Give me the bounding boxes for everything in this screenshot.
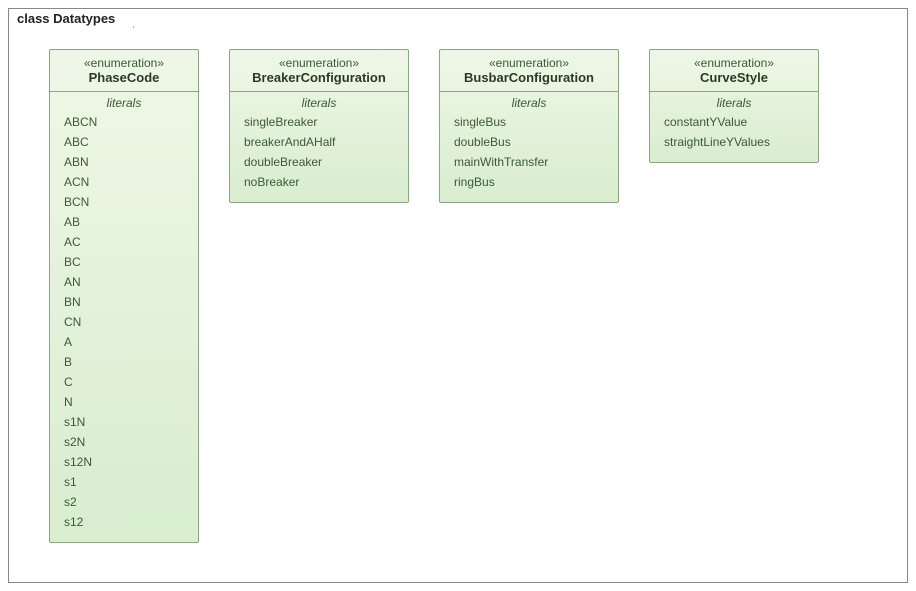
literal-item: s12 [64, 512, 184, 532]
diagram-frame: class Datatypes «enumeration» PhaseCode … [8, 8, 908, 583]
literals-list: constantYValuestraightLineYValues [650, 112, 818, 162]
literal-item: AB [64, 212, 184, 232]
enum-curvestyle: «enumeration» CurveStyle literals consta… [649, 49, 819, 163]
enum-busbarconfiguration: «enumeration» BusbarConfiguration litera… [439, 49, 619, 203]
enum-name: BusbarConfiguration [452, 70, 606, 85]
frame-title: class Datatypes [8, 8, 134, 28]
literal-item: straightLineYValues [664, 132, 804, 152]
literals-list: singleBreakerbreakerAndAHalfdoubleBreake… [230, 112, 408, 202]
literals-heading: literals [440, 92, 618, 112]
literal-item: BC [64, 252, 184, 272]
literal-item: s1 [64, 472, 184, 492]
literal-item: constantYValue [664, 112, 804, 132]
stereotype-label: «enumeration» [662, 56, 806, 70]
literals-list: singleBusdoubleBusmainWithTransferringBu… [440, 112, 618, 202]
literal-item: breakerAndAHalf [244, 132, 394, 152]
diagram-content: «enumeration» PhaseCode literals ABCNABC… [49, 49, 887, 543]
literals-heading: literals [50, 92, 198, 112]
literal-item: s2 [64, 492, 184, 512]
literal-item: ABC [64, 132, 184, 152]
stereotype-label: «enumeration» [62, 56, 186, 70]
enum-header: «enumeration» BreakerConfiguration [230, 50, 408, 92]
literal-item: singleBreaker [244, 112, 394, 132]
literals-heading: literals [230, 92, 408, 112]
literal-item: A [64, 332, 184, 352]
literal-item: s12N [64, 452, 184, 472]
literal-item: N [64, 392, 184, 412]
literal-item: s1N [64, 412, 184, 432]
enum-header: «enumeration» CurveStyle [650, 50, 818, 92]
literal-item: doubleBus [454, 132, 604, 152]
enum-name: PhaseCode [62, 70, 186, 85]
enum-phasecode: «enumeration» PhaseCode literals ABCNABC… [49, 49, 199, 543]
stereotype-label: «enumeration» [452, 56, 606, 70]
literal-item: BN [64, 292, 184, 312]
enum-name: CurveStyle [662, 70, 806, 85]
literals-heading: literals [650, 92, 818, 112]
literal-item: ABCN [64, 112, 184, 132]
literals-list: ABCNABCABNACNBCNABACBCANBNCNABCNs1Ns2Ns1… [50, 112, 198, 542]
literal-item: C [64, 372, 184, 392]
literal-item: CN [64, 312, 184, 332]
literal-item: singleBus [454, 112, 604, 132]
stereotype-label: «enumeration» [242, 56, 396, 70]
enum-header: «enumeration» BusbarConfiguration [440, 50, 618, 92]
literal-item: doubleBreaker [244, 152, 394, 172]
literal-item: AN [64, 272, 184, 292]
literal-item: B [64, 352, 184, 372]
literal-item: AC [64, 232, 184, 252]
literal-item: ringBus [454, 172, 604, 192]
literal-item: BCN [64, 192, 184, 212]
literal-item: ABN [64, 152, 184, 172]
literal-item: noBreaker [244, 172, 394, 192]
enum-name: BreakerConfiguration [242, 70, 396, 85]
literal-item: ACN [64, 172, 184, 192]
enum-header: «enumeration» PhaseCode [50, 50, 198, 92]
literal-item: s2N [64, 432, 184, 452]
literal-item: mainWithTransfer [454, 152, 604, 172]
enum-breakerconfiguration: «enumeration» BreakerConfiguration liter… [229, 49, 409, 203]
